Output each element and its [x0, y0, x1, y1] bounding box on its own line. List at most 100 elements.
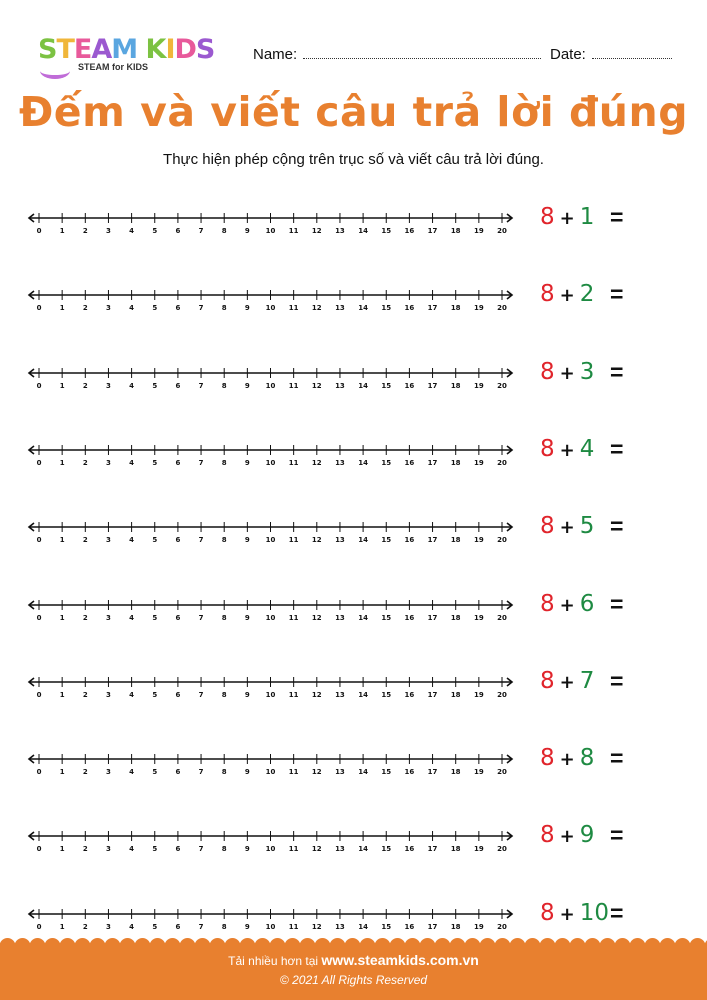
arrow-left-icon	[27, 754, 35, 764]
tick-label: 3	[106, 382, 111, 390]
tick-label: 13	[335, 691, 345, 699]
arrow-right-icon	[506, 522, 514, 532]
tick-label: 14	[358, 923, 368, 931]
tick-label: 7	[199, 691, 204, 699]
tick-label: 6	[175, 691, 180, 699]
tick-label: 8	[222, 536, 227, 544]
tick-label: 0	[37, 227, 42, 235]
tick-label: 9	[245, 768, 250, 776]
name-field[interactable]: Name:	[253, 46, 542, 63]
tick-label: 12	[312, 536, 322, 544]
tick-label: 12	[312, 923, 322, 931]
arrow-left-icon	[27, 831, 35, 842]
tick-label: 13	[335, 923, 345, 931]
footer-download-text: Tải nhiều hơn tại www.steamkids.com.vn	[0, 952, 707, 968]
arrow-right-icon	[506, 445, 514, 455]
tick-label: 16	[405, 536, 415, 544]
addition-expression: 8 +8	[540, 745, 594, 771]
number-line: 0 1 2 3 4 5 6 7 8 9 10 11 12 13 14 15 16 17 18 19 20	[27, 831, 514, 853]
tick-label: 8	[222, 845, 227, 853]
arrow-left-icon	[27, 445, 35, 455]
tick-label: 8	[222, 614, 227, 622]
date-field[interactable]: Date:	[550, 46, 672, 63]
tick-label: 5	[152, 227, 157, 235]
arrow-left-icon	[27, 909, 35, 919]
arrow-right-icon	[506, 290, 514, 300]
tick-label: 14	[358, 459, 368, 467]
tick-label: 4	[129, 304, 134, 312]
problem-row: 0 1 2 3 4 5 6 7 8 9 10 11 12 13 14 15 16 17 18 19 20 8 +1 =	[0, 204, 707, 258]
tick-label: 19	[474, 382, 484, 390]
tick-label: 2	[83, 923, 88, 931]
tick-label: 12	[312, 459, 322, 467]
date-blank[interactable]	[591, 46, 672, 59]
tick-label: 3	[106, 768, 111, 776]
tick-label: 19	[474, 614, 484, 622]
tick-label: 5	[152, 459, 157, 467]
tick-label: 11	[289, 923, 299, 931]
tick-label: 14	[358, 691, 368, 699]
tick-label: 9	[245, 227, 250, 235]
tick-label: 11	[289, 304, 299, 312]
tick-label: 17	[428, 382, 438, 390]
tick-label: 1	[60, 845, 65, 853]
tick-label: 2	[83, 614, 88, 622]
footer-site-link[interactable]: www.steamkids.com.vn	[321, 952, 479, 968]
tick-label: 9	[245, 691, 250, 699]
plus-sign: +	[559, 749, 575, 771]
first-addend: 8	[540, 899, 555, 926]
number-line: 0 1 2 3 4 5 6 7 8 9 10 11 12 13 14 15 16 17 18 19 20	[27, 599, 514, 622]
tick-label: 18	[451, 845, 461, 853]
tick-label: 14	[358, 382, 368, 390]
logo-letter: S	[38, 34, 57, 65]
tick-label: 3	[106, 845, 111, 853]
logo-text: STEAM KIDS	[38, 34, 215, 66]
tick-label: 1	[60, 459, 65, 467]
equals-sign: =	[610, 899, 624, 926]
tick-label: 0	[37, 691, 42, 699]
tick-label: 11	[289, 382, 299, 390]
tick-label: 15	[381, 382, 391, 390]
arrow-left-icon	[27, 522, 35, 532]
tick-label: 1	[60, 923, 65, 931]
arrow-left-icon	[27, 290, 35, 300]
first-addend: 8	[540, 435, 555, 462]
tick-label: 20	[497, 614, 507, 622]
logo-letter: D	[174, 34, 197, 65]
name-blank[interactable]	[303, 46, 542, 59]
plus-sign: +	[559, 285, 575, 307]
tick-label: 9	[245, 923, 250, 931]
logo-letter	[137, 34, 145, 65]
tick-label: 13	[335, 304, 345, 312]
tick-label: 20	[497, 845, 507, 853]
tick-label: 18	[451, 614, 461, 622]
tick-label: 17	[428, 845, 438, 853]
footer-prefix: Tải nhiều hơn tại	[228, 954, 319, 968]
tick-label: 6	[175, 768, 180, 776]
problem-row: 0 1 2 3 4 5 6 7 8 9 10 11 12 13 14 15 16 17 18 19 20 8 +2 =	[0, 281, 707, 335]
tick-label: 17	[428, 923, 438, 931]
tick-label: 2	[83, 536, 88, 544]
first-addend: 8	[540, 281, 555, 308]
tick-label: 17	[428, 614, 438, 622]
tick-label: 17	[428, 459, 438, 467]
number-line: 0 1 2 3 4 5 6 7 8 9 10 11 12 13 14 15 16 17 18 19 20	[27, 213, 514, 235]
tick-label: 19	[474, 459, 484, 467]
tick-label: 19	[474, 845, 484, 853]
arrow-right-icon	[506, 367, 514, 378]
tick-label: 3	[106, 691, 111, 699]
tick-label: 11	[289, 536, 299, 544]
tick-label: 2	[83, 459, 88, 467]
tick-label: 16	[405, 923, 415, 931]
tick-label: 12	[312, 382, 322, 390]
tick-label: 4	[129, 845, 134, 853]
addition-expression: 8 +1	[540, 204, 594, 230]
tick-label: 8	[222, 459, 227, 467]
problem-row: 0 1 2 3 4 5 6 7 8 9 10 11 12 13 14 15 16 17 18 19 20 8 +6 =	[0, 591, 707, 645]
logo-letter: M	[111, 34, 138, 65]
tick-label: 7	[199, 227, 204, 235]
tick-label: 5	[152, 691, 157, 699]
tick-label: 2	[83, 768, 88, 776]
problem-row: 0 1 2 3 4 5 6 7 8 9 10 11 12 13 14 15 16 17 18 19 20 8 +9 =	[0, 822, 707, 876]
first-addend: 8	[540, 822, 555, 849]
